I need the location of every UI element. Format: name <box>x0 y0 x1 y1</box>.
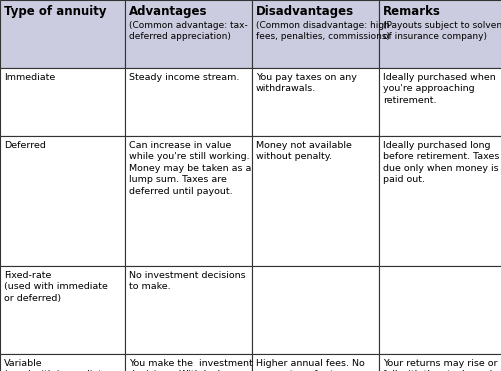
Text: You make the  investment
decisions. With luck, your
principal can grow.: You make the investment decisions. With … <box>129 359 252 371</box>
Bar <box>0 354 125 371</box>
Bar <box>125 68 252 136</box>
Text: Your returns may rise or
fall with the stock market.: Your returns may rise or fall with the s… <box>382 359 501 371</box>
Text: (Common disadvantage: high
fees, penalties, commissions): (Common disadvantage: high fees, penalti… <box>256 21 389 41</box>
Bar <box>252 136 378 266</box>
Text: Type of annuity: Type of annuity <box>4 5 106 18</box>
Text: No investment decisions
to make.: No investment decisions to make. <box>129 271 245 292</box>
Text: Disadvantages: Disadvantages <box>256 5 353 18</box>
Bar <box>252 0 378 68</box>
Text: Immediate: Immediate <box>4 73 55 82</box>
Bar <box>378 136 501 266</box>
Text: Fixed-rate
(used with immediate
or deferred): Fixed-rate (used with immediate or defer… <box>4 271 108 303</box>
Bar <box>378 354 501 371</box>
Text: Money not available
without penalty.: Money not available without penalty. <box>256 141 351 161</box>
Text: Advantages: Advantages <box>129 5 207 18</box>
Bar <box>252 68 378 136</box>
Text: Higher annual fees. No
guarantee of returns.: Higher annual fees. No guarantee of retu… <box>256 359 364 371</box>
Text: You pay taxes on any
withdrawals.: You pay taxes on any withdrawals. <box>256 73 356 93</box>
Bar <box>0 136 125 266</box>
Text: Variable
(used with immediate
or deferred): Variable (used with immediate or deferre… <box>4 359 108 371</box>
Bar <box>125 0 252 68</box>
Bar <box>125 136 252 266</box>
Bar <box>125 266 252 354</box>
Bar <box>252 266 378 354</box>
Bar <box>0 0 125 68</box>
Text: (Common advantage: tax-
deferred appreciation): (Common advantage: tax- deferred appreci… <box>129 21 247 41</box>
Text: Ideally purchased when
you're approaching
retirement.: Ideally purchased when you're approachin… <box>382 73 495 105</box>
Bar <box>378 266 501 354</box>
Text: Deferred: Deferred <box>4 141 46 150</box>
Bar <box>252 354 378 371</box>
Text: Ideally purchased long
before retirement. Taxes
due only when money is
paid out.: Ideally purchased long before retirement… <box>382 141 498 184</box>
Bar <box>0 266 125 354</box>
Text: Remarks: Remarks <box>382 5 440 18</box>
Bar <box>0 68 125 136</box>
Bar <box>378 0 501 68</box>
Bar <box>378 68 501 136</box>
Text: (Payouts subject to solvency
of insurance company): (Payouts subject to solvency of insuranc… <box>382 21 501 41</box>
Text: Steady income stream.: Steady income stream. <box>129 73 239 82</box>
Text: Can increase in value
while you're still working.
Money may be taken as a
lump s: Can increase in value while you're still… <box>129 141 251 196</box>
Bar <box>125 354 252 371</box>
